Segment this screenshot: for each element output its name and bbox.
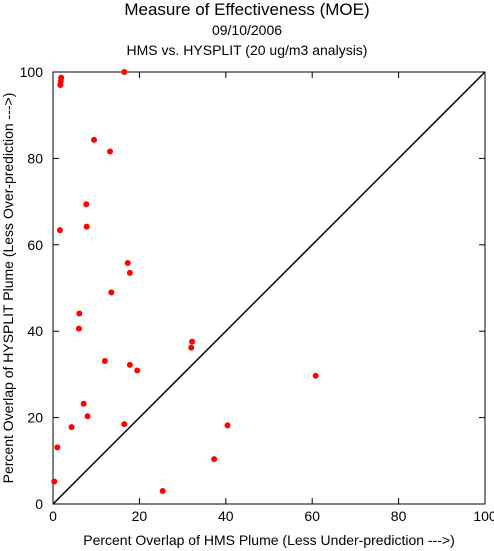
data-point	[51, 478, 58, 485]
data-point	[108, 289, 115, 296]
data-point	[211, 456, 218, 463]
y-tick-label: 100	[20, 64, 44, 80]
data-point	[121, 69, 128, 75]
y-tick-label: 60	[27, 237, 43, 253]
data-point	[188, 344, 195, 351]
data-points	[51, 69, 319, 495]
data-point	[224, 422, 231, 429]
y-tick-label: 20	[27, 410, 43, 426]
data-point	[54, 444, 61, 451]
data-point	[134, 367, 141, 374]
y-tick-label: 0	[35, 496, 43, 512]
data-point	[126, 361, 133, 368]
y-tick-label: 40	[27, 323, 43, 339]
data-point	[189, 338, 196, 345]
data-point	[126, 269, 133, 276]
data-point	[76, 310, 83, 317]
chart-title: Measure of Effectiveness (MOE)	[124, 0, 370, 19]
y-axis-label: Percent Overlap of HYSPLIT Plume (Less O…	[0, 93, 16, 484]
data-point	[57, 81, 64, 88]
plot-frame	[52, 71, 486, 505]
data-point	[101, 358, 108, 365]
x-tick-label: 0	[49, 508, 57, 524]
x-tick-label: 20	[132, 508, 148, 524]
data-point	[159, 488, 166, 495]
data-point	[84, 413, 91, 420]
y-axis-ticks: 0 20 40 60 80 100	[20, 64, 485, 512]
data-point	[124, 259, 131, 266]
chart-analysis-subtitle: HMS vs. HYSPLIT (20 ug/m3 analysis)	[126, 42, 368, 58]
data-point	[68, 424, 75, 431]
data-point	[75, 325, 82, 332]
data-point	[80, 400, 87, 407]
x-axis-ticks: 0 20 40 60 80 100	[49, 72, 494, 524]
x-tick-label: 80	[391, 508, 407, 524]
x-axis-label: Percent Overlap of HMS Plume (Less Under…	[83, 532, 455, 548]
x-tick-label: 40	[218, 508, 234, 524]
data-point	[83, 223, 90, 230]
data-point	[312, 372, 319, 379]
x-tick-label: 60	[304, 508, 320, 524]
x-tick-label: 100	[473, 508, 494, 524]
chart-date: 09/10/2006	[211, 22, 283, 38]
one-to-one-reference-line	[52, 71, 486, 505]
data-point	[83, 201, 90, 208]
data-point	[107, 148, 114, 155]
data-point	[56, 227, 63, 234]
y-tick-label: 80	[27, 150, 43, 166]
data-point	[121, 421, 128, 428]
data-point	[91, 136, 98, 143]
